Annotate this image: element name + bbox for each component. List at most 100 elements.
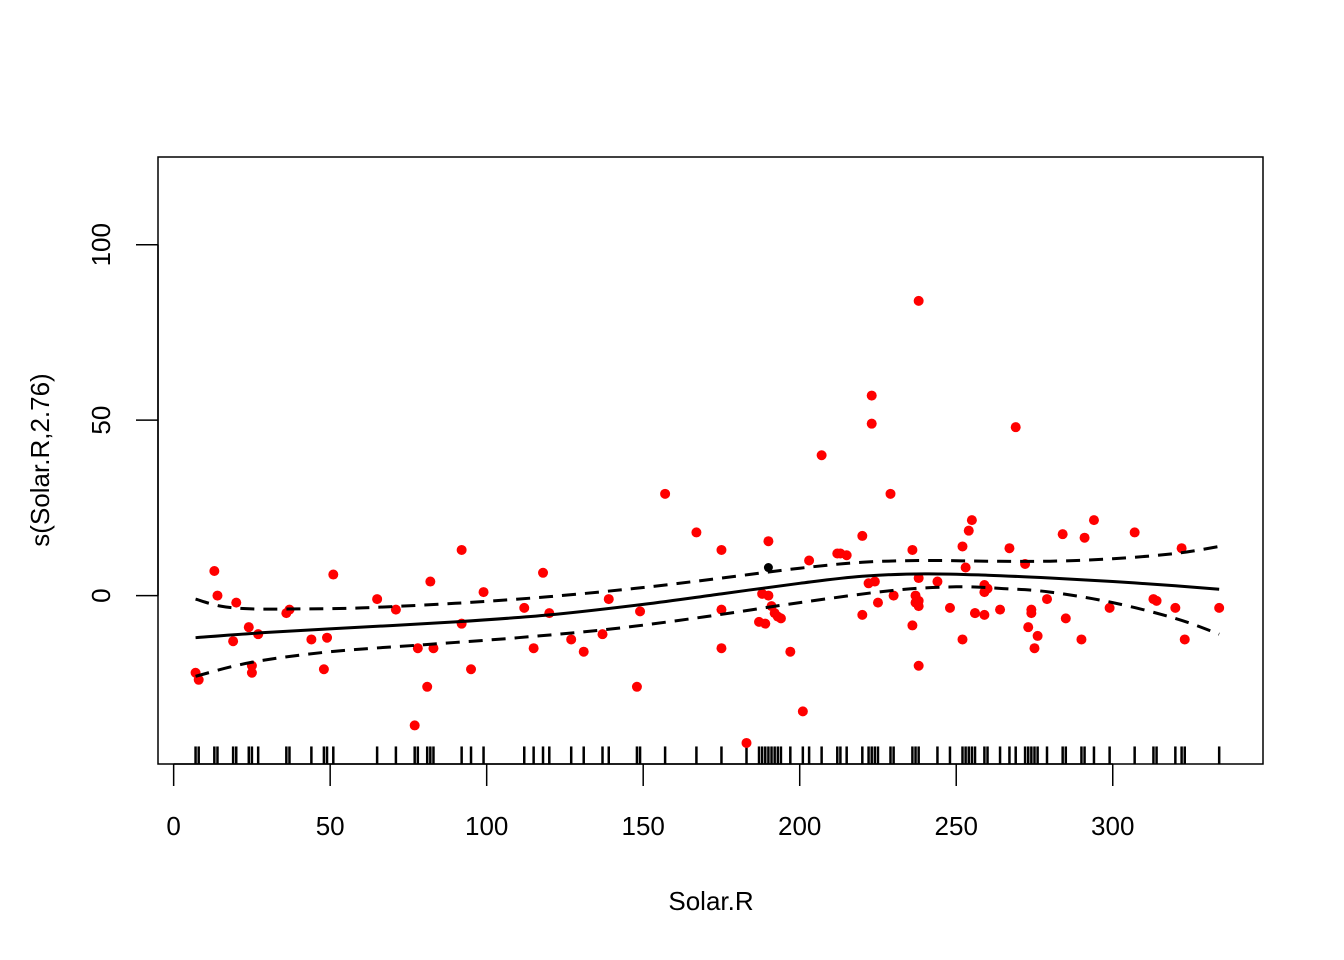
data-point <box>857 530 868 541</box>
data-point <box>597 629 608 640</box>
data-point <box>390 604 401 615</box>
data-point <box>741 737 752 748</box>
data-point <box>1042 594 1053 605</box>
data-point <box>995 604 1006 615</box>
data-point <box>1151 595 1162 606</box>
data-point <box>578 646 589 657</box>
data-point <box>913 295 924 306</box>
x-tick-label: 50 <box>316 811 345 841</box>
data-point <box>412 643 423 654</box>
data-point <box>913 573 924 584</box>
data-point <box>212 590 223 601</box>
data-point <box>528 643 539 654</box>
data-point <box>907 544 918 555</box>
data-point <box>1026 608 1037 619</box>
data-point <box>1088 515 1099 526</box>
data-point <box>318 664 329 675</box>
y-tick-label: 100 <box>86 223 116 266</box>
data-point <box>1057 529 1068 540</box>
data-point <box>785 646 796 657</box>
x-tick-label: 0 <box>166 811 180 841</box>
data-point <box>603 594 614 605</box>
data-point <box>691 527 702 538</box>
data-point <box>944 602 955 613</box>
x-tick-label: 250 <box>935 811 978 841</box>
lower-confidence-band <box>195 585 1220 678</box>
highlight-point <box>763 563 773 573</box>
data-point <box>775 613 786 624</box>
data-point <box>1029 643 1040 654</box>
data-point <box>635 606 646 617</box>
data-point <box>372 594 383 605</box>
data-point <box>428 643 439 654</box>
data-point <box>1004 543 1015 554</box>
smooth-fit-line <box>195 572 1220 640</box>
data-point <box>631 681 642 692</box>
data-point <box>716 604 727 615</box>
data-point <box>957 541 968 552</box>
data-point <box>1176 543 1187 554</box>
data-point <box>913 595 924 606</box>
data-point <box>328 569 339 580</box>
data-point <box>1023 622 1034 633</box>
x-tick-label: 200 <box>778 811 821 841</box>
data-point <box>306 634 317 645</box>
data-point <box>538 567 549 578</box>
data-point <box>866 390 877 401</box>
x-tick-label: 100 <box>465 811 508 841</box>
data-point <box>932 576 943 587</box>
data-point <box>857 609 868 620</box>
data-point <box>1104 602 1115 613</box>
data-point <box>409 720 420 731</box>
data-point <box>816 450 827 461</box>
data-point <box>963 525 974 536</box>
data-point <box>979 609 990 620</box>
data-point <box>231 597 242 608</box>
data-point <box>1170 602 1181 613</box>
data-point <box>322 632 333 643</box>
data-point <box>1032 630 1043 641</box>
data-point <box>716 643 727 654</box>
data-point <box>716 544 727 555</box>
upper-confidence-band <box>195 544 1220 611</box>
data-point <box>209 566 220 577</box>
plot-frame <box>157 156 1264 765</box>
data-point <box>885 488 896 499</box>
data-point <box>957 634 968 645</box>
data-point <box>660 488 671 499</box>
data-point <box>422 681 433 692</box>
data-point <box>519 602 530 613</box>
data-point <box>456 544 467 555</box>
data-point <box>1076 634 1087 645</box>
data-point <box>478 587 489 598</box>
y-axis-title: s(Solar.R,2.76) <box>25 373 55 546</box>
x-tick-label: 300 <box>1091 811 1134 841</box>
data-point <box>1010 422 1021 433</box>
data-point <box>869 576 880 587</box>
data-point <box>888 590 899 601</box>
data-point <box>1060 613 1071 624</box>
data-point <box>425 576 436 587</box>
data-point <box>243 622 254 633</box>
data-point <box>1129 527 1140 538</box>
data-point <box>1214 602 1225 613</box>
data-point <box>913 660 924 671</box>
data-point <box>907 620 918 631</box>
data-point <box>760 618 771 629</box>
y-tick-label: 50 <box>86 406 116 435</box>
data-point <box>866 418 877 429</box>
data-point <box>1179 634 1190 645</box>
data-point <box>841 550 852 561</box>
points-layer <box>190 295 1225 748</box>
x-tick-label: 150 <box>622 811 665 841</box>
data-point <box>763 536 774 547</box>
data-point <box>966 515 977 526</box>
data-point <box>466 664 477 675</box>
data-point <box>1079 532 1090 543</box>
data-point <box>960 562 971 573</box>
data-point <box>566 634 577 645</box>
data-point <box>763 590 774 601</box>
lines-layer <box>195 544 1220 678</box>
